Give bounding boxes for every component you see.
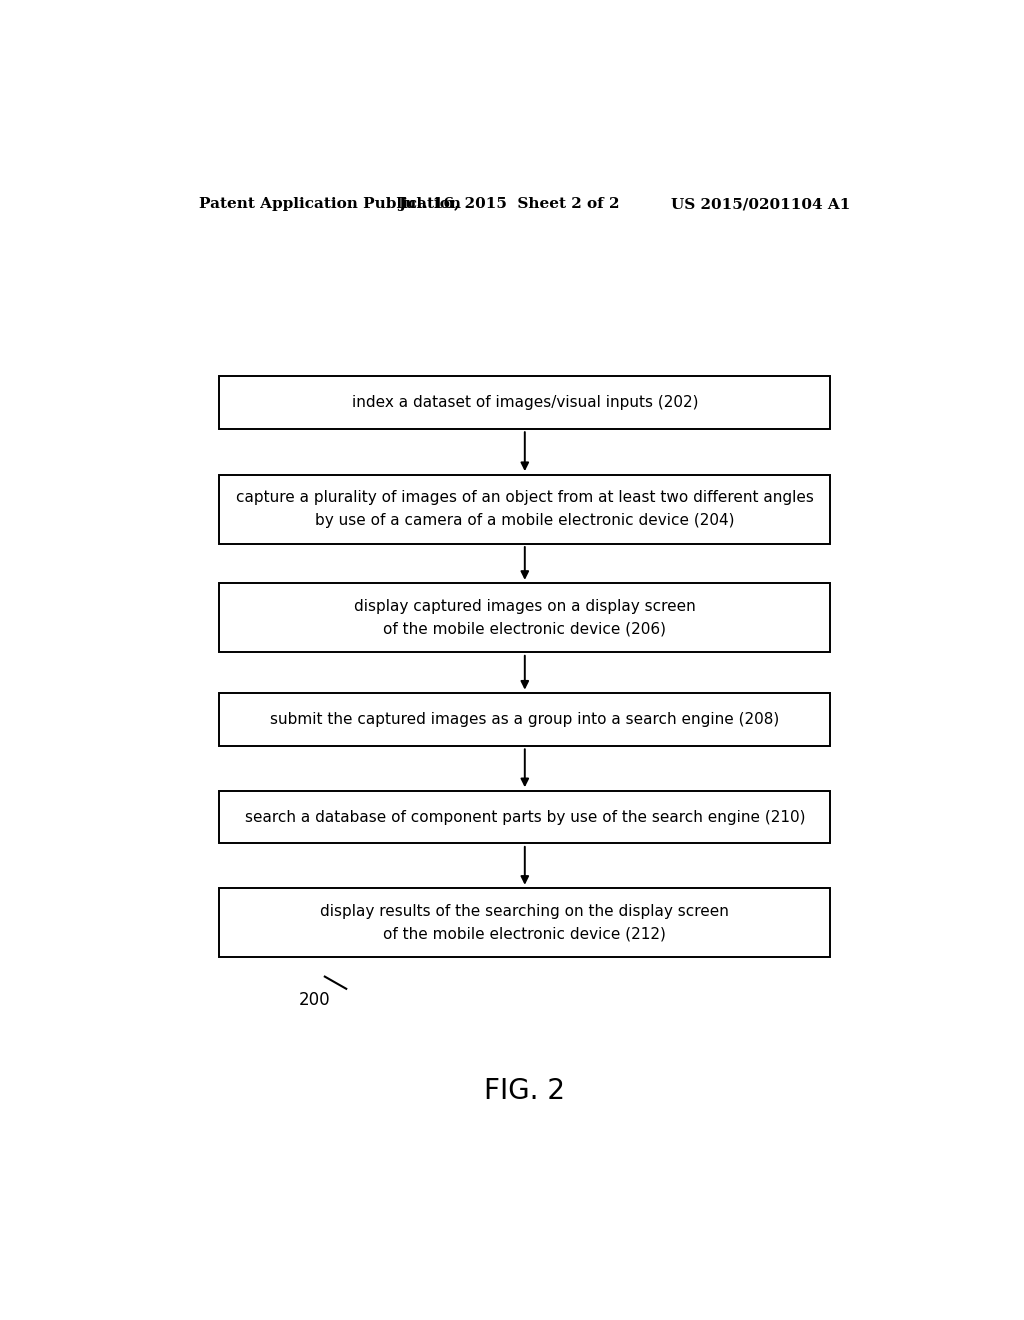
Bar [219, 693, 830, 746]
Text: of the mobile electronic device (206): of the mobile electronic device (206) [383, 622, 667, 636]
Bar [219, 474, 830, 544]
Bar [219, 791, 830, 843]
Text: display captured images on a display screen: display captured images on a display scr… [354, 599, 695, 614]
Text: by use of a camera of a mobile electronic device (204): by use of a camera of a mobile electroni… [315, 512, 734, 528]
Bar [219, 583, 830, 652]
Text: index a dataset of images/visual inputs (202): index a dataset of images/visual inputs … [351, 395, 698, 409]
Text: search a database of component parts by use of the search engine (210): search a database of component parts by … [245, 809, 805, 825]
Text: submit the captured images as a group into a search engine (208): submit the captured images as a group in… [270, 711, 779, 727]
Text: 200: 200 [299, 991, 331, 1008]
Bar [219, 888, 830, 957]
Text: Jul. 16, 2015  Sheet 2 of 2: Jul. 16, 2015 Sheet 2 of 2 [398, 197, 620, 211]
Bar [219, 376, 830, 429]
Text: display results of the searching on the display screen: display results of the searching on the … [321, 904, 729, 919]
Text: of the mobile electronic device (212): of the mobile electronic device (212) [383, 927, 667, 941]
Text: Patent Application Publication: Patent Application Publication [200, 197, 462, 211]
Text: capture a plurality of images of an object from at least two different angles: capture a plurality of images of an obje… [236, 490, 814, 506]
Text: US 2015/0201104 A1: US 2015/0201104 A1 [671, 197, 850, 211]
Text: FIG. 2: FIG. 2 [484, 1077, 565, 1105]
